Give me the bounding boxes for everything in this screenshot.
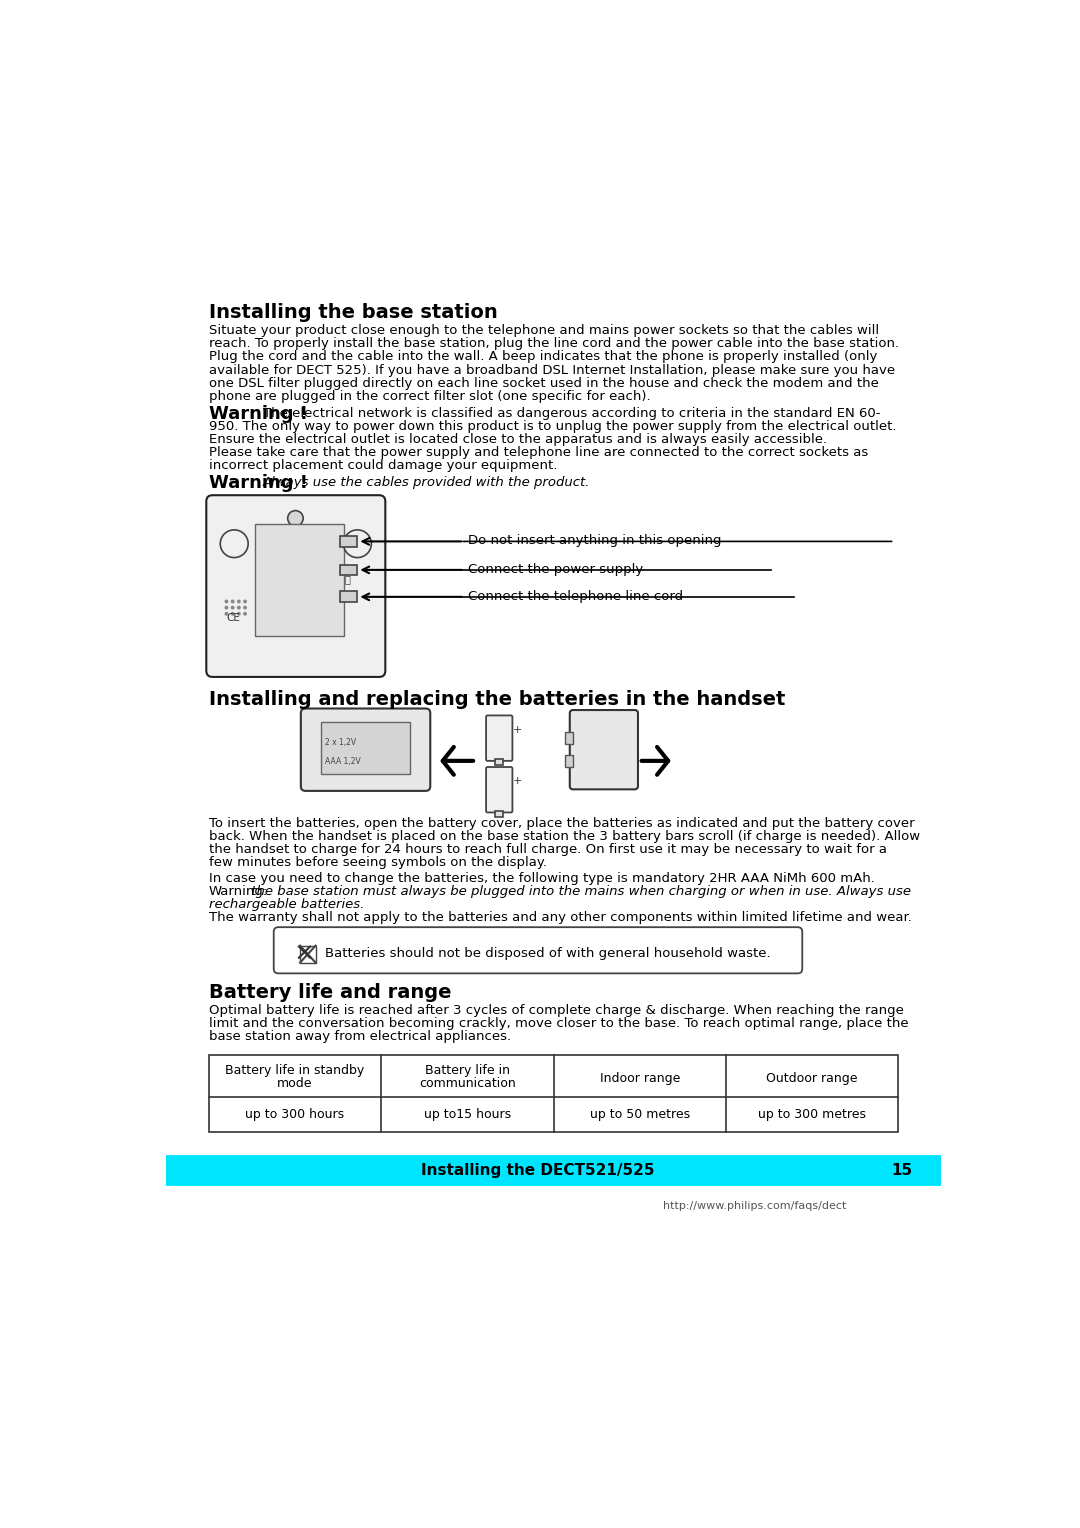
Text: reach. To properly install the base station, plug the line cord and the power ca: reach. To properly install the base stat… (208, 338, 899, 350)
Text: up to15 hours: up to15 hours (423, 1108, 511, 1122)
Bar (340, 564, 357, 575)
Text: Always use the cables provided with the product.: Always use the cables provided with the … (262, 475, 591, 489)
Text: Connect the power supply: Connect the power supply (469, 562, 644, 576)
FancyBboxPatch shape (486, 715, 512, 761)
Bar (565, 755, 572, 767)
Circle shape (220, 530, 248, 558)
Circle shape (243, 599, 247, 604)
Text: Please take care that the power supply and telephone line are connected to the c: Please take care that the power supply a… (208, 446, 868, 458)
Circle shape (237, 599, 241, 604)
Text: The electrical network is classified as dangerous according to criteria in the s: The electrical network is classified as … (262, 406, 880, 420)
Text: Optimal battery life is reached after 3 cycles of complete charge & discharge. W: Optimal battery life is reached after 3 … (208, 1004, 904, 1018)
Text: available for DECT 525). If you have a broadband DSL Internet Installation, plea: available for DECT 525). If you have a b… (208, 364, 894, 376)
Text: mode: mode (278, 1077, 312, 1091)
Text: Outdoor range: Outdoor range (767, 1073, 858, 1085)
Text: up to 50 metres: up to 50 metres (590, 1108, 690, 1122)
Text: incorrect placement could damage your equipment.: incorrect placement could damage your eq… (208, 458, 557, 472)
Circle shape (243, 605, 247, 610)
Circle shape (225, 599, 228, 604)
Bar (255, 524, 345, 636)
Text: In case you need to change the batteries, the following type is mandatory 2HR AA: In case you need to change the batteries… (208, 872, 875, 885)
Text: Connect the telephone line cord: Connect the telephone line cord (469, 590, 684, 602)
FancyBboxPatch shape (570, 711, 638, 790)
Text: 15: 15 (892, 1163, 913, 1178)
Text: back. When the handset is placed on the base station the 3 battery bars scroll (: back. When the handset is placed on the … (208, 830, 920, 843)
FancyBboxPatch shape (486, 767, 512, 813)
Text: one DSL filter plugged directly on each line socket used in the house and check : one DSL filter plugged directly on each … (208, 376, 878, 390)
Text: rechargeable batteries.: rechargeable batteries. (208, 898, 364, 911)
FancyBboxPatch shape (273, 927, 802, 973)
Bar (496, 759, 503, 766)
Text: Installing the base station: Installing the base station (208, 303, 498, 322)
Text: Installing and replacing the batteries in the handset: Installing and replacing the batteries i… (208, 691, 785, 709)
Text: 2 x 1,2V: 2 x 1,2V (325, 738, 356, 747)
Text: +: + (512, 724, 522, 735)
Text: the handset to charge for 24 hours to reach full charge. On first use it may be : the handset to charge for 24 hours to re… (208, 843, 887, 856)
Text: ⨯: ⨯ (294, 941, 315, 966)
Text: +: + (512, 776, 522, 787)
Text: up to 300 metres: up to 300 metres (758, 1108, 866, 1122)
FancyBboxPatch shape (166, 1155, 941, 1186)
Text: the base station must always be plugged into the mains when charging or when in : the base station must always be plugged … (247, 885, 912, 898)
Text: Indoor range: Indoor range (599, 1073, 680, 1085)
Text: Warning:: Warning: (208, 885, 268, 898)
Circle shape (243, 611, 247, 616)
Circle shape (343, 530, 372, 558)
Text: 950. The only way to power down this product is to unplug the power supply from : 950. The only way to power down this pro… (208, 420, 896, 432)
Text: The warranty shall not apply to the batteries and any other components within li: The warranty shall not apply to the batt… (208, 911, 912, 924)
Bar (208, 1054, 899, 1132)
Bar (321, 723, 410, 775)
Text: base station away from electrical appliances.: base station away from electrical applia… (208, 1030, 511, 1044)
Circle shape (237, 611, 241, 616)
Text: communication: communication (419, 1077, 515, 1091)
Text: Battery life in standby: Battery life in standby (226, 1063, 364, 1077)
Text: http://www.philips.com/faqs/dect: http://www.philips.com/faqs/dect (663, 1201, 847, 1212)
Text: ⏻: ⏻ (345, 573, 350, 584)
Text: Plug the cord and the cable into the wall. A beep indicates that the phone is pr: Plug the cord and the cable into the wal… (208, 350, 877, 364)
Text: Situate your product close enough to the telephone and mains power sockets so th: Situate your product close enough to the… (208, 324, 879, 338)
Circle shape (231, 605, 234, 610)
Text: CE: CE (227, 613, 241, 623)
Text: Installing the DECT521/525: Installing the DECT521/525 (421, 1163, 654, 1178)
Text: Warning !: Warning ! (208, 405, 308, 423)
Bar (340, 536, 357, 547)
FancyBboxPatch shape (301, 709, 430, 792)
Circle shape (225, 605, 228, 610)
Text: Ensure the electrical outlet is located close to the apparatus and is always eas: Ensure the electrical outlet is located … (208, 432, 827, 446)
Circle shape (237, 605, 241, 610)
Bar (496, 811, 503, 817)
Text: Battery life and range: Battery life and range (208, 983, 451, 1002)
Bar (300, 946, 315, 963)
Text: Battery life in: Battery life in (424, 1063, 510, 1077)
Bar (565, 732, 572, 744)
Bar (340, 591, 357, 602)
Circle shape (287, 510, 303, 526)
Text: Batteries should not be disposed of with general household waste.: Batteries should not be disposed of with… (325, 947, 770, 960)
Text: up to 300 hours: up to 300 hours (245, 1108, 345, 1122)
Text: few minutes before seeing symbols on the display.: few minutes before seeing symbols on the… (208, 856, 546, 869)
Circle shape (225, 611, 228, 616)
Circle shape (231, 611, 234, 616)
Text: Do not insert anything in this opening: Do not insert anything in this opening (469, 535, 721, 547)
Text: Warning !: Warning ! (208, 474, 308, 492)
Text: phone are plugged in the correct filter slot (one specific for each).: phone are plugged in the correct filter … (208, 390, 650, 403)
Text: limit and the conversation becoming crackly, move closer to the base. To reach o: limit and the conversation becoming crac… (208, 1018, 908, 1030)
Text: To insert the batteries, open the battery cover, place the batteries as indicate: To insert the batteries, open the batter… (208, 817, 915, 830)
Text: AAA 1,2V: AAA 1,2V (325, 756, 361, 766)
Circle shape (231, 599, 234, 604)
FancyBboxPatch shape (206, 495, 386, 677)
